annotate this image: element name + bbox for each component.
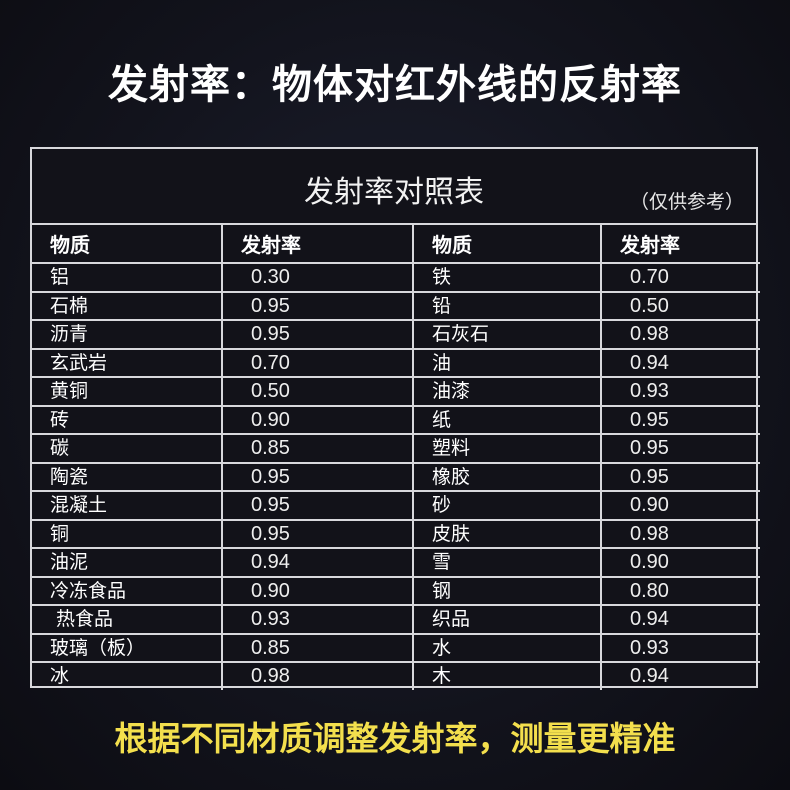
- material-cell: 砂: [412, 490, 602, 521]
- header-material: 物质: [412, 225, 602, 264]
- emissivity-cell: 0.30: [221, 262, 414, 293]
- emissivity-cell: 0.95: [600, 433, 760, 464]
- table-row: 玻璃（板） 0.85 水 0.93: [32, 632, 760, 663]
- material-cell: 热食品: [32, 604, 223, 635]
- material-cell: 水: [412, 632, 602, 663]
- emissivity-cell: 0.93: [221, 604, 414, 635]
- material-cell: 木: [412, 661, 602, 690]
- footer-tagline: 根据不同材质调整发射率，测量更精准: [114, 719, 676, 758]
- table-caption: 发射率对照表: [304, 175, 484, 210]
- material-cell: 橡胶: [412, 461, 602, 492]
- emissivity-cell: 0.98: [600, 319, 760, 350]
- reference-note: （仅供参考）: [629, 191, 744, 213]
- material-cell: 钢: [412, 575, 602, 606]
- table-caption-row: 发射率对照表 （仅供参考）: [32, 149, 756, 225]
- table-row: 玄武岩 0.70 油 0.94: [32, 347, 760, 378]
- table-row: 碳 0.85 塑料 0.95: [32, 433, 760, 464]
- material-cell: 陶瓷: [32, 461, 223, 492]
- emissivity-cell: 0.90: [600, 490, 760, 521]
- emissivity-cell: 0.80: [600, 575, 760, 606]
- material-cell: 玄武岩: [32, 347, 223, 378]
- material-cell: 混凝土: [32, 490, 223, 521]
- table-row: 铝 0.30 铁 0.70: [32, 262, 760, 293]
- material-cell: 石棉: [32, 290, 223, 321]
- material-cell: 塑料: [412, 433, 602, 464]
- emissivity-cell: 0.93: [600, 632, 760, 663]
- emissivity-cell: 0.85: [221, 632, 414, 663]
- emissivity-cell: 0.94: [600, 347, 760, 378]
- material-cell: 铝: [32, 262, 223, 293]
- emissivity-cell: 0.95: [221, 319, 414, 350]
- material-cell: 铜: [32, 518, 223, 549]
- emissivity-cell: 0.95: [221, 461, 414, 492]
- emissivity-cell: 0.70: [600, 262, 760, 293]
- material-cell: 冷冻食品: [32, 575, 223, 606]
- emissivity-cell: 0.50: [600, 290, 760, 321]
- emissivity-cell: 0.90: [221, 404, 414, 435]
- material-cell: 冰: [32, 661, 223, 690]
- emissivity-cell: 0.93: [600, 376, 760, 407]
- emissivity-cell: 0.70: [221, 347, 414, 378]
- table-row: 陶瓷 0.95 橡胶 0.95: [32, 461, 760, 492]
- emissivity-cell: 0.98: [221, 661, 414, 690]
- emissivity-cell: 0.95: [221, 518, 414, 549]
- table-row: 混凝土 0.95 砂 0.90: [32, 490, 760, 521]
- emissivity-cell: 0.94: [221, 547, 414, 578]
- emissivity-cell: 0.94: [600, 661, 760, 690]
- header-emissivity: 发射率: [221, 225, 414, 264]
- table-row: 黄铜 0.50 油漆 0.93: [32, 376, 760, 407]
- material-cell: 纸: [412, 404, 602, 435]
- emissivity-cell: 0.94: [600, 604, 760, 635]
- emissivity-cell: 0.95: [221, 490, 414, 521]
- material-cell: 铁: [412, 262, 602, 293]
- material-cell: 油漆: [412, 376, 602, 407]
- material-cell: 织品: [412, 604, 602, 635]
- material-cell: 沥青: [32, 319, 223, 350]
- material-cell: 皮肤: [412, 518, 602, 549]
- material-cell: 黄铜: [32, 376, 223, 407]
- material-cell: 碳: [32, 433, 223, 464]
- material-cell: 石灰石: [412, 319, 602, 350]
- emissivity-cell: 0.85: [221, 433, 414, 464]
- emissivity-cell: 0.50: [221, 376, 414, 407]
- table-row: 冰 0.98 木 0.94: [32, 661, 760, 690]
- table-row: 热食品 0.93 织品 0.94: [32, 604, 760, 635]
- material-cell: 铅: [412, 290, 602, 321]
- emissivity-cell: 0.95: [600, 404, 760, 435]
- table-row: 砖 0.90 纸 0.95: [32, 404, 760, 435]
- material-cell: 玻璃（板）: [32, 632, 223, 663]
- table-row: 沥青 0.95 石灰石 0.98: [32, 319, 760, 350]
- material-cell: 砖: [32, 404, 223, 435]
- table-row: 油泥 0.94 雪 0.90: [32, 547, 760, 578]
- emissivity-table: 发射率对照表 （仅供参考） 物质 发射率 物质 发射率 铝 0.30 铁 0.70 石棉 0.9…: [30, 147, 760, 690]
- header-row: 物质 发射率 物质 发射率: [32, 225, 760, 264]
- emissivity-cell: 0.95: [221, 290, 414, 321]
- header-emissivity: 发射率: [600, 225, 760, 264]
- table-row: 石棉 0.95 铅 0.50: [32, 290, 760, 321]
- emissivity-cell: 0.90: [600, 547, 760, 578]
- emissivity-cell: 0.98: [600, 518, 760, 549]
- page-title: 发射率：物体对红外线的反射率: [108, 62, 682, 108]
- material-cell: 油泥: [32, 547, 223, 578]
- material-cell: 油: [412, 347, 602, 378]
- emissivity-cell: 0.95: [600, 461, 760, 492]
- emissivity-cell: 0.90: [221, 575, 414, 606]
- table-row: 铜 0.95 皮肤 0.98: [32, 518, 760, 549]
- data-table: 物质 发射率 物质 发射率 铝 0.30 铁 0.70 石棉 0.95 铅 0.50 沥青 0.95 石灰…: [32, 225, 760, 690]
- header-material: 物质: [32, 225, 223, 264]
- table-row: 冷冻食品 0.90 钢 0.80: [32, 575, 760, 606]
- material-cell: 雪: [412, 547, 602, 578]
